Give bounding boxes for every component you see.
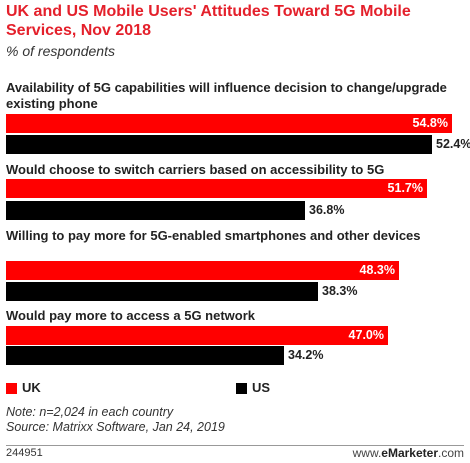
chart-subtitle: % of respondents [6, 43, 115, 59]
source-text: Source: Matrixx Software, Jan 24, 2019 [6, 420, 225, 434]
category-label: Availability of 5G capabilities will inf… [6, 80, 447, 111]
data-label-us: 36.8% [309, 203, 345, 217]
data-label-us: 52.4% [436, 137, 470, 151]
data-label-uk: 51.7% [387, 181, 423, 195]
chart-title: UK and US Mobile Users' Attitudes Toward… [6, 3, 411, 39]
brand-link[interactable]: www.eMarketer.com [353, 446, 464, 460]
bar-us [6, 346, 284, 365]
brand-suffix: .com [437, 446, 464, 460]
category-label: Willing to pay more for 5G-enabled smart… [6, 228, 421, 243]
category-label: Would choose to switch carriers based on… [6, 162, 385, 177]
chart-id: 244951 [6, 447, 43, 459]
bar-us [6, 135, 432, 154]
legend-swatch-uk [6, 383, 17, 394]
note-text: Note: n=2,024 in each country [6, 405, 174, 419]
data-label-uk: 47.0% [348, 328, 384, 342]
legend-swatch-us [236, 383, 247, 394]
footer-divider [6, 445, 464, 446]
brand-name: eMarketer [381, 446, 438, 460]
legend-label-us: US [252, 380, 271, 395]
bar-us [6, 282, 318, 301]
data-label-us: 38.3% [322, 284, 358, 298]
bar-us [6, 201, 305, 220]
data-label-uk: 48.3% [359, 263, 395, 277]
bar-uk [6, 179, 427, 198]
bar-uk [6, 326, 388, 345]
category-label: Would pay more to access a 5G network [6, 308, 256, 323]
data-label-uk: 54.8% [412, 116, 448, 130]
bar-uk [6, 261, 399, 280]
data-label-us: 34.2% [288, 348, 324, 362]
brand-prefix: www. [352, 446, 382, 460]
bar-uk [6, 114, 452, 133]
legend-label-uk: UK [22, 380, 41, 395]
